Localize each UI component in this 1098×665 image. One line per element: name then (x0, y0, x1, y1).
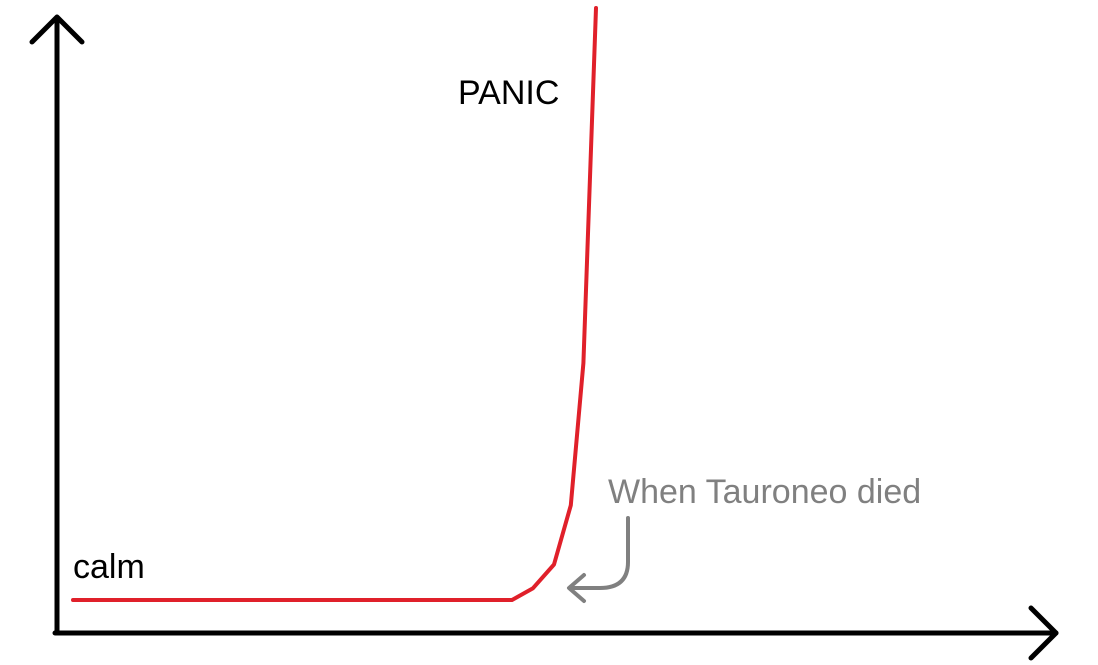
event-arrow (568, 516, 630, 590)
panic-series-line (71, 6, 598, 602)
y-axis-arrowhead (29, 14, 85, 45)
event-label: When Tauroneo died (608, 473, 921, 511)
x-axis-arrowhead (1028, 605, 1059, 661)
calm-label: calm (73, 548, 145, 586)
event-arrowhead (567, 573, 586, 603)
panic-label: PANIC (458, 74, 559, 112)
